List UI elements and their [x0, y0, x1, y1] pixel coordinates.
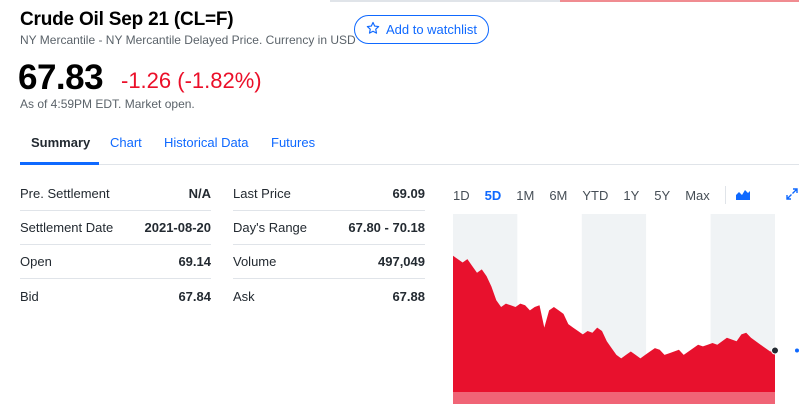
- mountain-chart-icon[interactable]: [735, 188, 786, 203]
- range-5d[interactable]: 5D: [484, 187, 502, 203]
- header-accent-line: [560, 0, 799, 2]
- stat-value: 2021-08-20: [144, 220, 212, 235]
- tab-chart[interactable]: Chart: [110, 135, 142, 150]
- stat-label: Ask: [233, 288, 255, 304]
- tab-futures[interactable]: Futures: [271, 135, 316, 150]
- stat-label: Day's Range: [233, 220, 308, 235]
- stat-value: 497,049: [378, 254, 425, 269]
- range-1m[interactable]: 1M: [516, 187, 535, 203]
- expand-icon: [786, 187, 798, 203]
- add-to-watchlist-button[interactable]: Add to watchlist: [354, 15, 489, 44]
- stat-value: 67.84: [178, 288, 211, 304]
- quote-tabs: Summary Chart Historical Data Futures: [20, 124, 799, 165]
- star-icon: [366, 21, 380, 38]
- stat-label: Settlement Date: [20, 220, 114, 235]
- range-ytd[interactable]: YTD: [582, 187, 609, 203]
- volume-band: [453, 392, 775, 404]
- price-chart[interactable]: [453, 214, 799, 404]
- stat-value: 69.14: [178, 254, 211, 269]
- stat-pre-settlement: Pre. Settlement N/A: [20, 177, 211, 211]
- price-change: -1.26 (-1.82%): [121, 68, 262, 93]
- stat-open: Open 69.14: [20, 245, 211, 279]
- stat-label: Last Price: [233, 186, 291, 201]
- range-6m[interactable]: 6M: [549, 187, 568, 203]
- tab-summary[interactable]: Summary: [31, 135, 91, 150]
- range-1y[interactable]: 1Y: [623, 187, 640, 203]
- exchange-subtitle: NY Mercantile - NY Mercantile Delayed Pr…: [20, 33, 356, 47]
- stat-value: 67.80 - 70.18: [348, 220, 425, 235]
- stat-last-price: Last Price 69.09: [233, 177, 425, 211]
- last-price-marker: [771, 346, 779, 355]
- fullscreen-button[interactable]: Fu: [786, 187, 799, 203]
- stat-label: Volume: [233, 254, 277, 269]
- page-title: Crude Oil Sep 21 (CL=F): [20, 9, 234, 30]
- stat-days-range: Day's Range 67.80 - 70.18: [233, 211, 425, 245]
- range-max[interactable]: Max: [685, 187, 710, 203]
- stat-label: Bid: [20, 288, 39, 304]
- stat-ask: Ask 67.88: [233, 279, 425, 313]
- range-1d[interactable]: 1D: [453, 187, 470, 203]
- current-price: 67.83: [18, 58, 104, 97]
- range-divider: [724, 186, 726, 204]
- chart-range-selector: 1D 5D 1M 6M YTD 1Y 5Y Max Fu: [453, 186, 799, 204]
- stat-bid: Bid 67.84: [20, 279, 211, 313]
- add-to-watchlist-label: Add to watchlist: [385, 22, 478, 37]
- market-status: As of 4:59PM EDT. Market open.: [20, 97, 195, 111]
- stat-settlement-date: Settlement Date 2021-08-20: [20, 211, 211, 245]
- stat-value: 69.09: [392, 186, 425, 201]
- active-tab-indicator: [20, 162, 99, 165]
- stat-volume: Volume 497,049: [233, 245, 425, 279]
- stat-value: 67.88: [392, 288, 425, 304]
- stat-label: Pre. Settlement: [20, 186, 110, 201]
- price-area-series: [453, 255, 775, 404]
- range-5y[interactable]: 5Y: [654, 187, 671, 203]
- price-chart-svg: [453, 214, 799, 404]
- price-axis-indicator: [795, 348, 799, 353]
- tab-historical-data[interactable]: Historical Data: [164, 135, 249, 150]
- stat-value: N/A: [188, 186, 211, 201]
- stat-label: Open: [20, 254, 52, 269]
